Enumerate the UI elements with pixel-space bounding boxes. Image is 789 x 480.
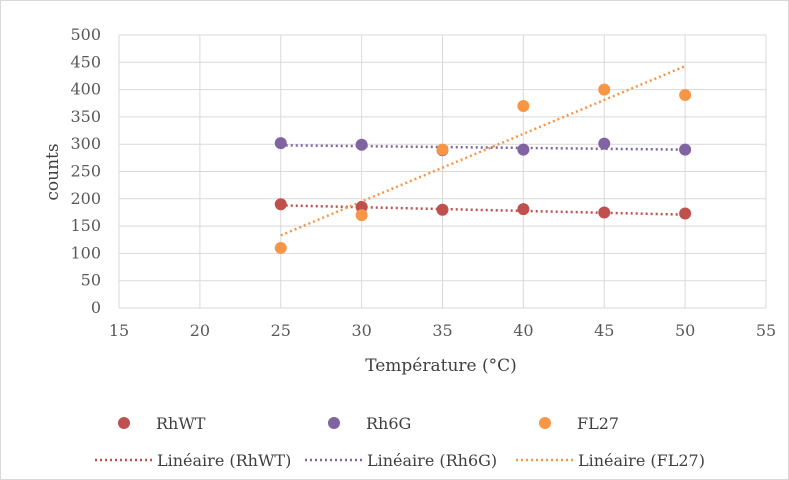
trendlines — [280, 64, 686, 237]
y-tick-label: 150 — [70, 216, 101, 235]
point-rh6g — [355, 138, 368, 151]
x-tick-label: 15 — [109, 321, 129, 340]
x-tick-label: 25 — [271, 321, 291, 340]
legend-trend-label-rh6g: Linéaire (Rh6G) — [367, 451, 497, 470]
point-fl27 — [517, 99, 530, 112]
x-tick-label: 40 — [513, 321, 533, 340]
x-tick-label: 20 — [190, 321, 210, 340]
point-rhwt — [274, 198, 287, 211]
legend-marker-fl27 — [539, 417, 551, 429]
x-tick-label: 35 — [432, 321, 452, 340]
y-axis-title: counts — [43, 143, 63, 200]
y-tick-label: 50 — [81, 271, 101, 290]
legend-trend-label-rhwt: Linéaire (RhWT) — [157, 451, 291, 470]
y-tick-label: 400 — [70, 80, 101, 99]
trendline-fl27 — [280, 64, 686, 237]
point-rh6g — [517, 143, 530, 156]
y-tick-label: 250 — [70, 162, 101, 181]
point-rhwt — [436, 203, 449, 216]
x-tick-label: 30 — [351, 321, 371, 340]
y-tick-labels: 0 50 100 150 200 250 300 350 400 450 500 — [70, 25, 101, 317]
point-fl27 — [598, 83, 611, 96]
legend-marker-rh6g — [328, 417, 340, 429]
y-tick-label: 0 — [91, 298, 101, 317]
x-tick-label: 50 — [675, 321, 695, 340]
legend: RhWT Rh6G FL27 Linéaire (RhWT) Linéaire (Rh6… — [95, 414, 705, 470]
point-fl27 — [274, 241, 287, 254]
point-rhwt — [679, 207, 692, 220]
y-tick-label: 350 — [70, 107, 101, 126]
point-rhwt — [598, 206, 611, 219]
data-points — [274, 83, 692, 254]
y-tick-label: 200 — [70, 189, 101, 208]
y-tick-label: 300 — [70, 134, 101, 153]
y-tick-label: 450 — [70, 52, 101, 71]
y-tick-label: 500 — [70, 25, 101, 44]
legend-trend-label-fl27: Linéaire (FL27) — [578, 451, 705, 470]
gridlines — [118, 34, 767, 309]
x-tick-label: 45 — [594, 321, 614, 340]
x-axis-title: Température (°C) — [365, 356, 517, 376]
point-rhwt — [517, 203, 530, 216]
point-fl27 — [355, 209, 368, 222]
trendline-rh6g — [280, 144, 686, 151]
legend-marker-rhwt — [118, 417, 130, 429]
point-rh6g — [274, 137, 287, 150]
point-fl27 — [679, 89, 692, 102]
legend-label-rhwt: RhWT — [156, 414, 206, 433]
point-rh6g — [679, 143, 692, 156]
legend-label-rh6g: Rh6G — [366, 414, 411, 433]
point-rh6g — [598, 137, 611, 150]
y-tick-label: 100 — [70, 243, 101, 262]
x-tick-labels: 15 20 25 30 35 40 45 50 55 — [109, 321, 776, 340]
point-fl27 — [436, 143, 449, 156]
legend-label-fl27: FL27 — [577, 414, 619, 433]
x-tick-label: 55 — [756, 321, 776, 340]
